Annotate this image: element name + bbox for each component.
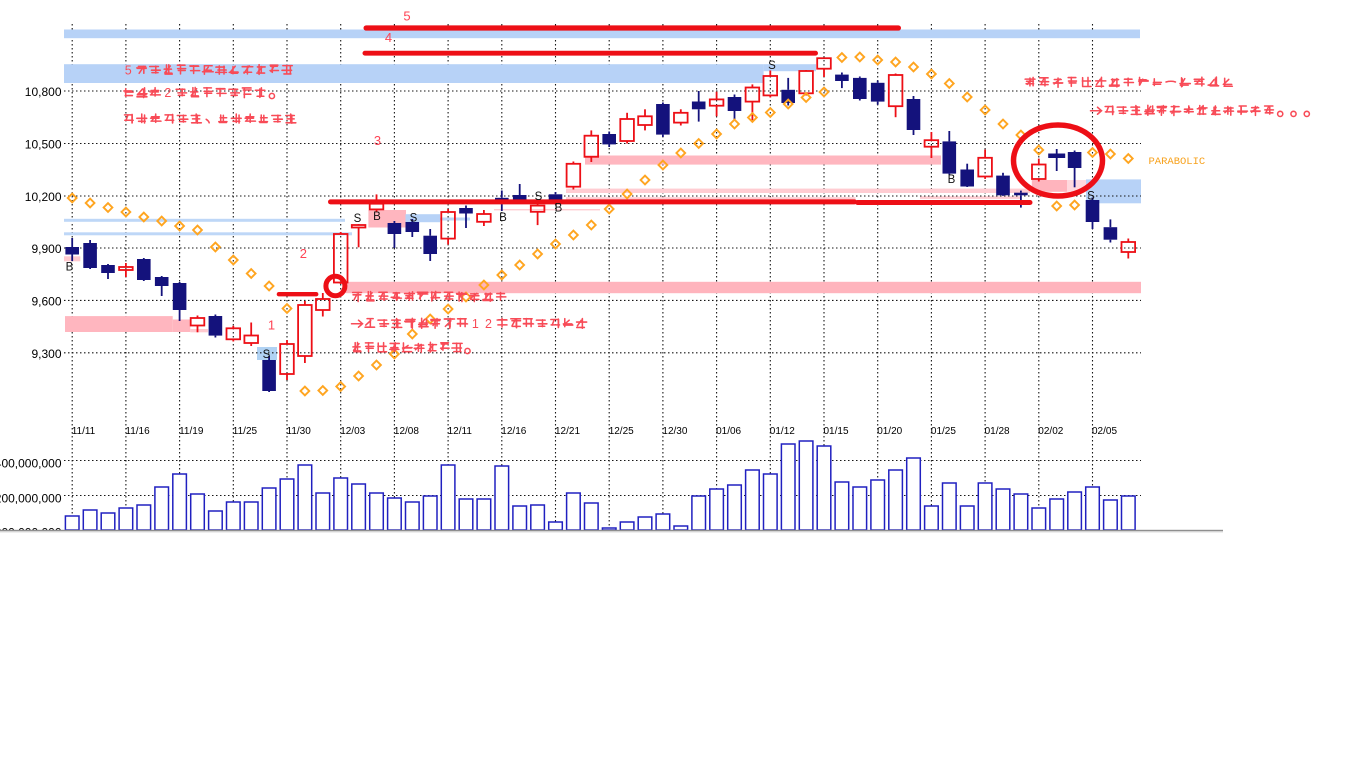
svg-text:B: B (948, 174, 956, 186)
svg-text:S: S (354, 213, 362, 225)
svg-text:11/19: 11/19 (179, 426, 204, 437)
svg-text:200,000,000: 200,000,000 (0, 492, 62, 506)
svg-text:3: 3 (374, 133, 381, 148)
svg-text:S: S (1087, 191, 1095, 203)
svg-text:12/08: 12/08 (394, 426, 419, 437)
svg-text:1: 1 (268, 318, 275, 333)
svg-text:11/16: 11/16 (125, 426, 150, 437)
svg-text:11/25: 11/25 (233, 426, 258, 437)
svg-text:PARABOLIC: PARABOLIC (1149, 156, 1206, 168)
svg-text:12/11: 12/11 (448, 426, 473, 437)
svg-text:B: B (555, 203, 563, 215)
svg-text:01/06: 01/06 (716, 426, 741, 437)
svg-text:11/11: 11/11 (72, 426, 96, 437)
svg-text:9,300: 9,300 (31, 347, 61, 361)
svg-text:000,000,000: 000,000,000 (0, 526, 62, 540)
svg-text:9,900: 9,900 (31, 242, 61, 256)
svg-text:B: B (373, 211, 381, 223)
svg-text:10,800: 10,800 (25, 85, 62, 99)
svg-text:11/30: 11/30 (287, 426, 312, 437)
svg-text:2: 2 (485, 317, 492, 331)
svg-text:12/16: 12/16 (501, 426, 526, 437)
svg-text:2: 2 (164, 86, 171, 100)
svg-text:400,000,000: 400,000,000 (0, 457, 62, 471)
svg-text:01/25: 01/25 (931, 426, 956, 437)
svg-text:02/05: 02/05 (1092, 426, 1117, 437)
svg-text:S: S (263, 349, 271, 361)
svg-text:01/15: 01/15 (824, 426, 849, 437)
svg-text:1: 1 (472, 317, 479, 331)
svg-text:9,600: 9,600 (31, 294, 61, 308)
svg-text:01/28: 01/28 (985, 426, 1010, 437)
svg-text:01/20: 01/20 (877, 426, 902, 437)
svg-text:S: S (410, 213, 418, 225)
svg-text:B: B (66, 262, 74, 274)
svg-text:12/21: 12/21 (555, 426, 580, 437)
svg-text:5: 5 (403, 9, 410, 24)
svg-text:4: 4 (385, 30, 392, 45)
svg-text:S: S (768, 60, 776, 72)
svg-text:B: B (499, 212, 507, 224)
svg-text:5: 5 (125, 63, 132, 77)
svg-text:10,500: 10,500 (25, 138, 62, 152)
svg-text:10,200: 10,200 (25, 190, 62, 204)
svg-text:12/03: 12/03 (340, 426, 365, 437)
svg-text:12/25: 12/25 (609, 426, 634, 437)
svg-text:01/12: 01/12 (770, 426, 795, 437)
svg-text:02/02: 02/02 (1038, 426, 1063, 437)
svg-text:S: S (535, 191, 543, 203)
svg-text:2: 2 (300, 246, 307, 261)
svg-text:12/30: 12/30 (662, 426, 687, 437)
